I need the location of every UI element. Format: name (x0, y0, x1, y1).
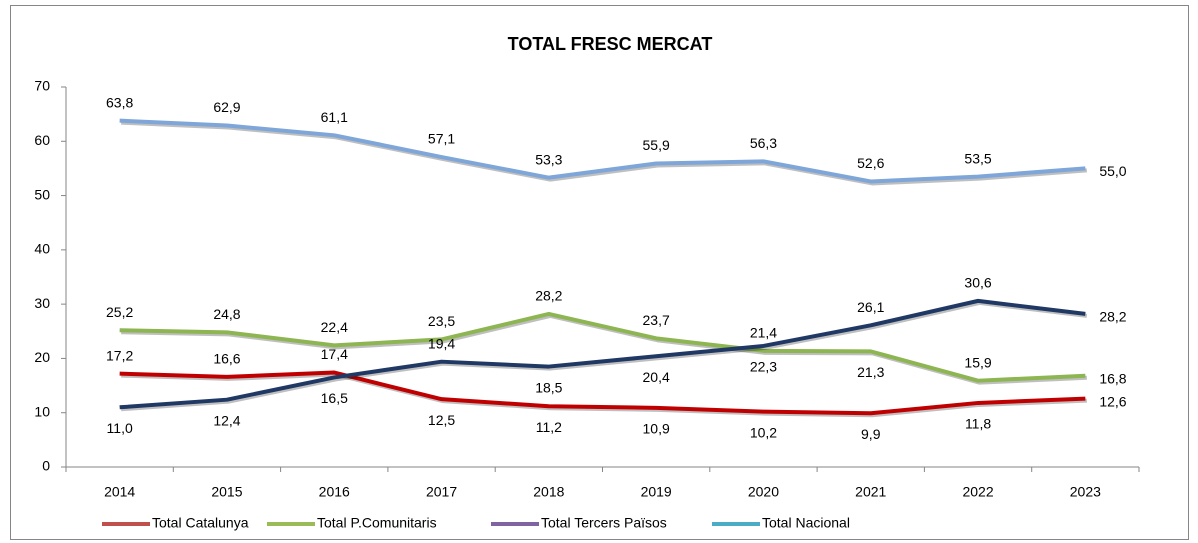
data-label: 22,3 (750, 359, 777, 375)
y-tick-label: 0 (42, 458, 50, 474)
chart-frame (10, 5, 1189, 540)
data-label: 61,1 (321, 109, 348, 125)
data-label: 52,6 (857, 155, 884, 171)
series-line (119, 298, 1086, 410)
series-line (119, 370, 1086, 416)
data-label: 9,9 (861, 426, 881, 442)
y-tick-label: 20 (34, 349, 50, 365)
data-label: 56,3 (750, 135, 777, 151)
data-label: 28,2 (535, 288, 562, 304)
series-line (119, 118, 1086, 184)
data-label: 16,5 (321, 390, 348, 406)
data-label: 16,8 (1099, 371, 1126, 387)
x-tick-label: 2014 (104, 484, 135, 500)
data-label: 20,4 (643, 369, 670, 385)
data-label: 26,1 (857, 299, 884, 315)
y-tick-label: 70 (34, 78, 50, 94)
x-tick-label: 2019 (641, 484, 672, 500)
data-label: 24,8 (213, 306, 240, 322)
data-label: 30,6 (964, 275, 991, 291)
x-tick-label: 2021 (855, 484, 886, 500)
chart-title: TOTAL FRESC MERCAT (508, 34, 713, 54)
data-label: 63,8 (106, 94, 133, 110)
data-label: 10,9 (643, 421, 670, 437)
data-label: 62,9 (213, 99, 240, 115)
data-label: 11,0 (107, 420, 133, 436)
data-label: 25,2 (106, 304, 133, 320)
y-tick-label: 10 (34, 403, 50, 419)
legend-label: Total Nacional (762, 515, 850, 531)
data-label: 17,2 (106, 347, 133, 363)
line-shadow (121, 300, 1088, 412)
data-label: 10,2 (750, 424, 777, 440)
legend-label: Total Catalunya (152, 515, 249, 531)
data-label: 23,7 (643, 312, 670, 328)
data-label: 18,5 (535, 379, 562, 395)
x-tick-label: 2020 (748, 484, 779, 500)
data-label: 28,2 (1099, 309, 1126, 325)
x-tick-label: 2016 (319, 484, 350, 500)
data-label: 17,4 (321, 346, 348, 362)
data-label: 57,1 (428, 131, 455, 147)
x-tick-label: 2023 (1070, 484, 1101, 500)
x-tick-label: 2017 (426, 484, 457, 500)
data-label: 11,8 (965, 416, 991, 432)
legend-label: Total P.Comunitaris (317, 515, 437, 531)
data-label: 11,2 (536, 419, 562, 435)
data-label: 23,5 (428, 313, 455, 329)
data-label: 12,5 (428, 412, 455, 428)
data-label: 21,3 (857, 364, 884, 380)
y-tick-label: 30 (34, 295, 50, 311)
data-label: 16,6 (213, 351, 240, 367)
data-label: 53,3 (535, 151, 562, 167)
y-tick-label: 40 (34, 241, 50, 257)
data-label: 55,9 (643, 137, 670, 153)
x-tick-label: 2015 (211, 484, 242, 500)
data-label: 21,4 (750, 325, 777, 341)
data-label: 15,9 (964, 354, 991, 370)
data-label: 12,4 (213, 412, 240, 428)
legend-label: Total Tercers Països (541, 515, 667, 531)
series-line (119, 311, 1086, 383)
data-label: 19,4 (428, 335, 455, 351)
data-label: 55,0 (1099, 163, 1126, 179)
data-label: 22,4 (321, 319, 348, 335)
y-tick-label: 60 (34, 132, 50, 148)
x-tick-label: 2018 (533, 484, 564, 500)
data-label: 12,6 (1099, 393, 1126, 409)
x-tick-label: 2022 (962, 484, 993, 500)
data-label: 53,5 (964, 150, 991, 166)
y-tick-label: 50 (34, 186, 50, 202)
